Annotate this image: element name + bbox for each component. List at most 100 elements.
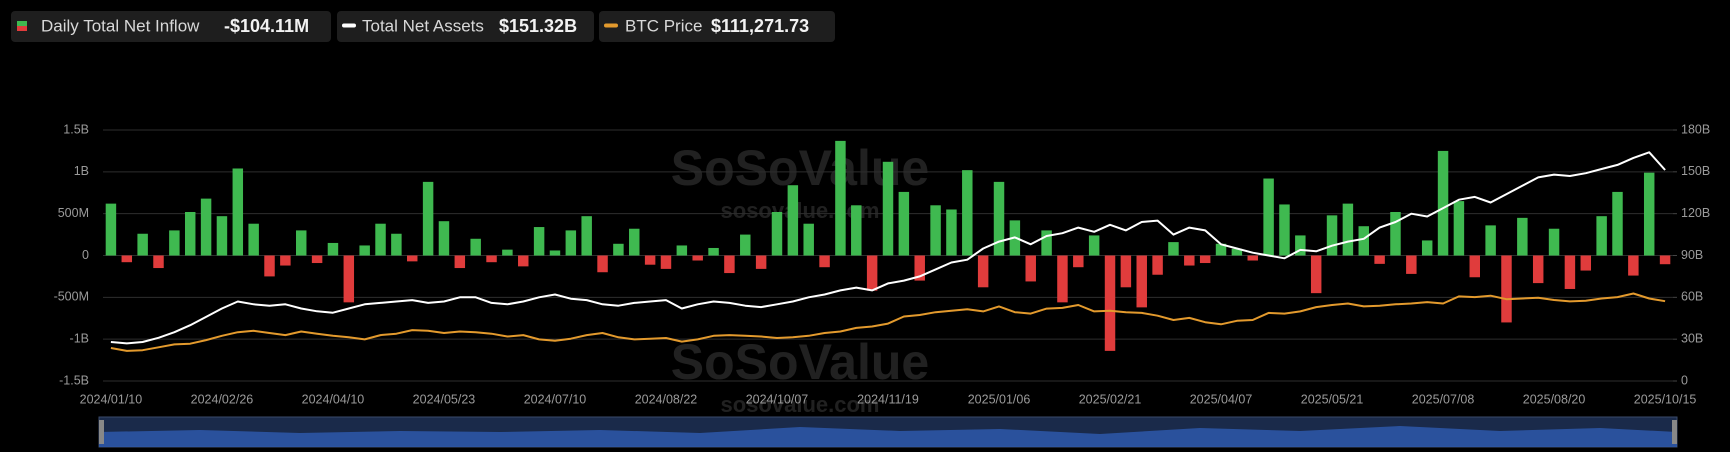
bar bbox=[1041, 230, 1052, 256]
line bbox=[110, 292, 1666, 352]
navigator-handle[interactable] bbox=[99, 420, 104, 444]
bar bbox=[740, 234, 751, 256]
bar bbox=[375, 223, 386, 256]
line bbox=[110, 151, 1666, 345]
bar bbox=[1104, 255, 1116, 351]
y2-tick-label: 0 bbox=[1681, 373, 1688, 387]
bar bbox=[787, 185, 799, 256]
legend-value: $111,271.73 bbox=[711, 16, 809, 36]
bar bbox=[1580, 255, 1592, 271]
y-tick-label: 0 bbox=[82, 248, 89, 262]
bar bbox=[1437, 150, 1449, 256]
y2-tick-label: 90B bbox=[1681, 248, 1703, 262]
legend-box[interactable] bbox=[337, 11, 594, 42]
x-tick-label: 2024/02/26 bbox=[191, 392, 254, 406]
bar bbox=[1628, 255, 1639, 276]
x-tick-label: 2025/04/07 bbox=[1190, 392, 1253, 406]
bar bbox=[1342, 203, 1354, 256]
x-tick-label: 2024/10/07 bbox=[746, 392, 809, 406]
x-tick-label: 2025/02/21 bbox=[1079, 392, 1142, 406]
x-tick-label: 2025/08/20 bbox=[1523, 392, 1586, 406]
legend-box[interactable] bbox=[599, 11, 835, 42]
navigator bbox=[98, 416, 1678, 448]
bar bbox=[232, 168, 244, 256]
bar bbox=[1247, 255, 1258, 261]
legend-icon bbox=[17, 26, 27, 31]
navigator-handle[interactable] bbox=[1672, 420, 1677, 444]
navigator-area bbox=[99, 426, 1677, 447]
bar bbox=[613, 243, 624, 256]
legend-icon bbox=[342, 23, 356, 28]
bar bbox=[1358, 226, 1369, 256]
bar bbox=[1057, 255, 1068, 303]
bar bbox=[200, 198, 212, 256]
bar bbox=[407, 255, 418, 262]
bar bbox=[1612, 191, 1623, 256]
bar bbox=[422, 181, 434, 256]
bar bbox=[169, 230, 180, 256]
x-tick-label: 2024/04/10 bbox=[302, 392, 365, 406]
legend-icon bbox=[604, 23, 618, 28]
bar bbox=[1263, 178, 1274, 256]
legend-icon bbox=[17, 21, 27, 26]
bar bbox=[1517, 217, 1528, 256]
bar bbox=[1088, 235, 1100, 256]
bar bbox=[391, 233, 402, 256]
bar bbox=[1025, 255, 1036, 282]
bar bbox=[518, 255, 529, 267]
bar bbox=[1390, 211, 1401, 256]
bar bbox=[1532, 255, 1544, 284]
bar bbox=[1421, 240, 1433, 256]
bar bbox=[755, 255, 767, 269]
legend-value: $151.32B bbox=[499, 16, 577, 36]
bar bbox=[660, 255, 672, 269]
bar bbox=[486, 255, 497, 263]
bar bbox=[1548, 228, 1560, 256]
bar bbox=[835, 140, 846, 256]
bar bbox=[676, 245, 688, 256]
bar bbox=[882, 161, 894, 256]
bar bbox=[1295, 235, 1306, 256]
bar bbox=[962, 170, 973, 256]
bar bbox=[1326, 215, 1338, 256]
bar bbox=[1215, 243, 1227, 256]
bar bbox=[708, 247, 719, 256]
bar bbox=[1406, 255, 1417, 274]
bar bbox=[946, 209, 957, 256]
bar bbox=[153, 255, 164, 269]
bar bbox=[1310, 255, 1322, 294]
bar bbox=[724, 255, 735, 274]
bar bbox=[533, 227, 545, 256]
legend-value: -$104.11M bbox=[224, 16, 309, 36]
y2-tick-label: 120B bbox=[1681, 206, 1710, 220]
bar bbox=[1596, 216, 1607, 256]
x-tick-label: 2025/05/21 bbox=[1301, 392, 1364, 406]
bar bbox=[930, 205, 941, 256]
legend-box[interactable] bbox=[11, 11, 331, 42]
bar bbox=[692, 255, 703, 261]
y-tick-label: 1B bbox=[74, 164, 89, 178]
bar bbox=[1501, 255, 1512, 323]
x-tick-label: 2024/07/10 bbox=[524, 392, 587, 406]
bar bbox=[993, 181, 1005, 256]
legend-name: Total Net Assets bbox=[362, 16, 484, 35]
header: Daily Total Net Inflow -$104.11M Total N… bbox=[11, 11, 835, 42]
bar bbox=[184, 211, 196, 256]
bar bbox=[1485, 225, 1496, 256]
bar bbox=[1469, 255, 1481, 278]
bar bbox=[264, 255, 275, 277]
bar bbox=[1073, 255, 1084, 268]
y2-tick-label: 30B bbox=[1681, 331, 1703, 345]
bar bbox=[470, 238, 481, 256]
bar bbox=[851, 205, 862, 256]
bar bbox=[1453, 201, 1465, 256]
bar bbox=[803, 223, 814, 256]
bar bbox=[977, 255, 989, 288]
bar bbox=[1120, 255, 1132, 288]
y2-tick-label: 60B bbox=[1681, 290, 1703, 304]
y2-tick-label: 150B bbox=[1681, 164, 1710, 178]
bar bbox=[1643, 172, 1655, 256]
bar bbox=[502, 249, 513, 256]
watermark: sosovalue.com bbox=[721, 392, 880, 417]
